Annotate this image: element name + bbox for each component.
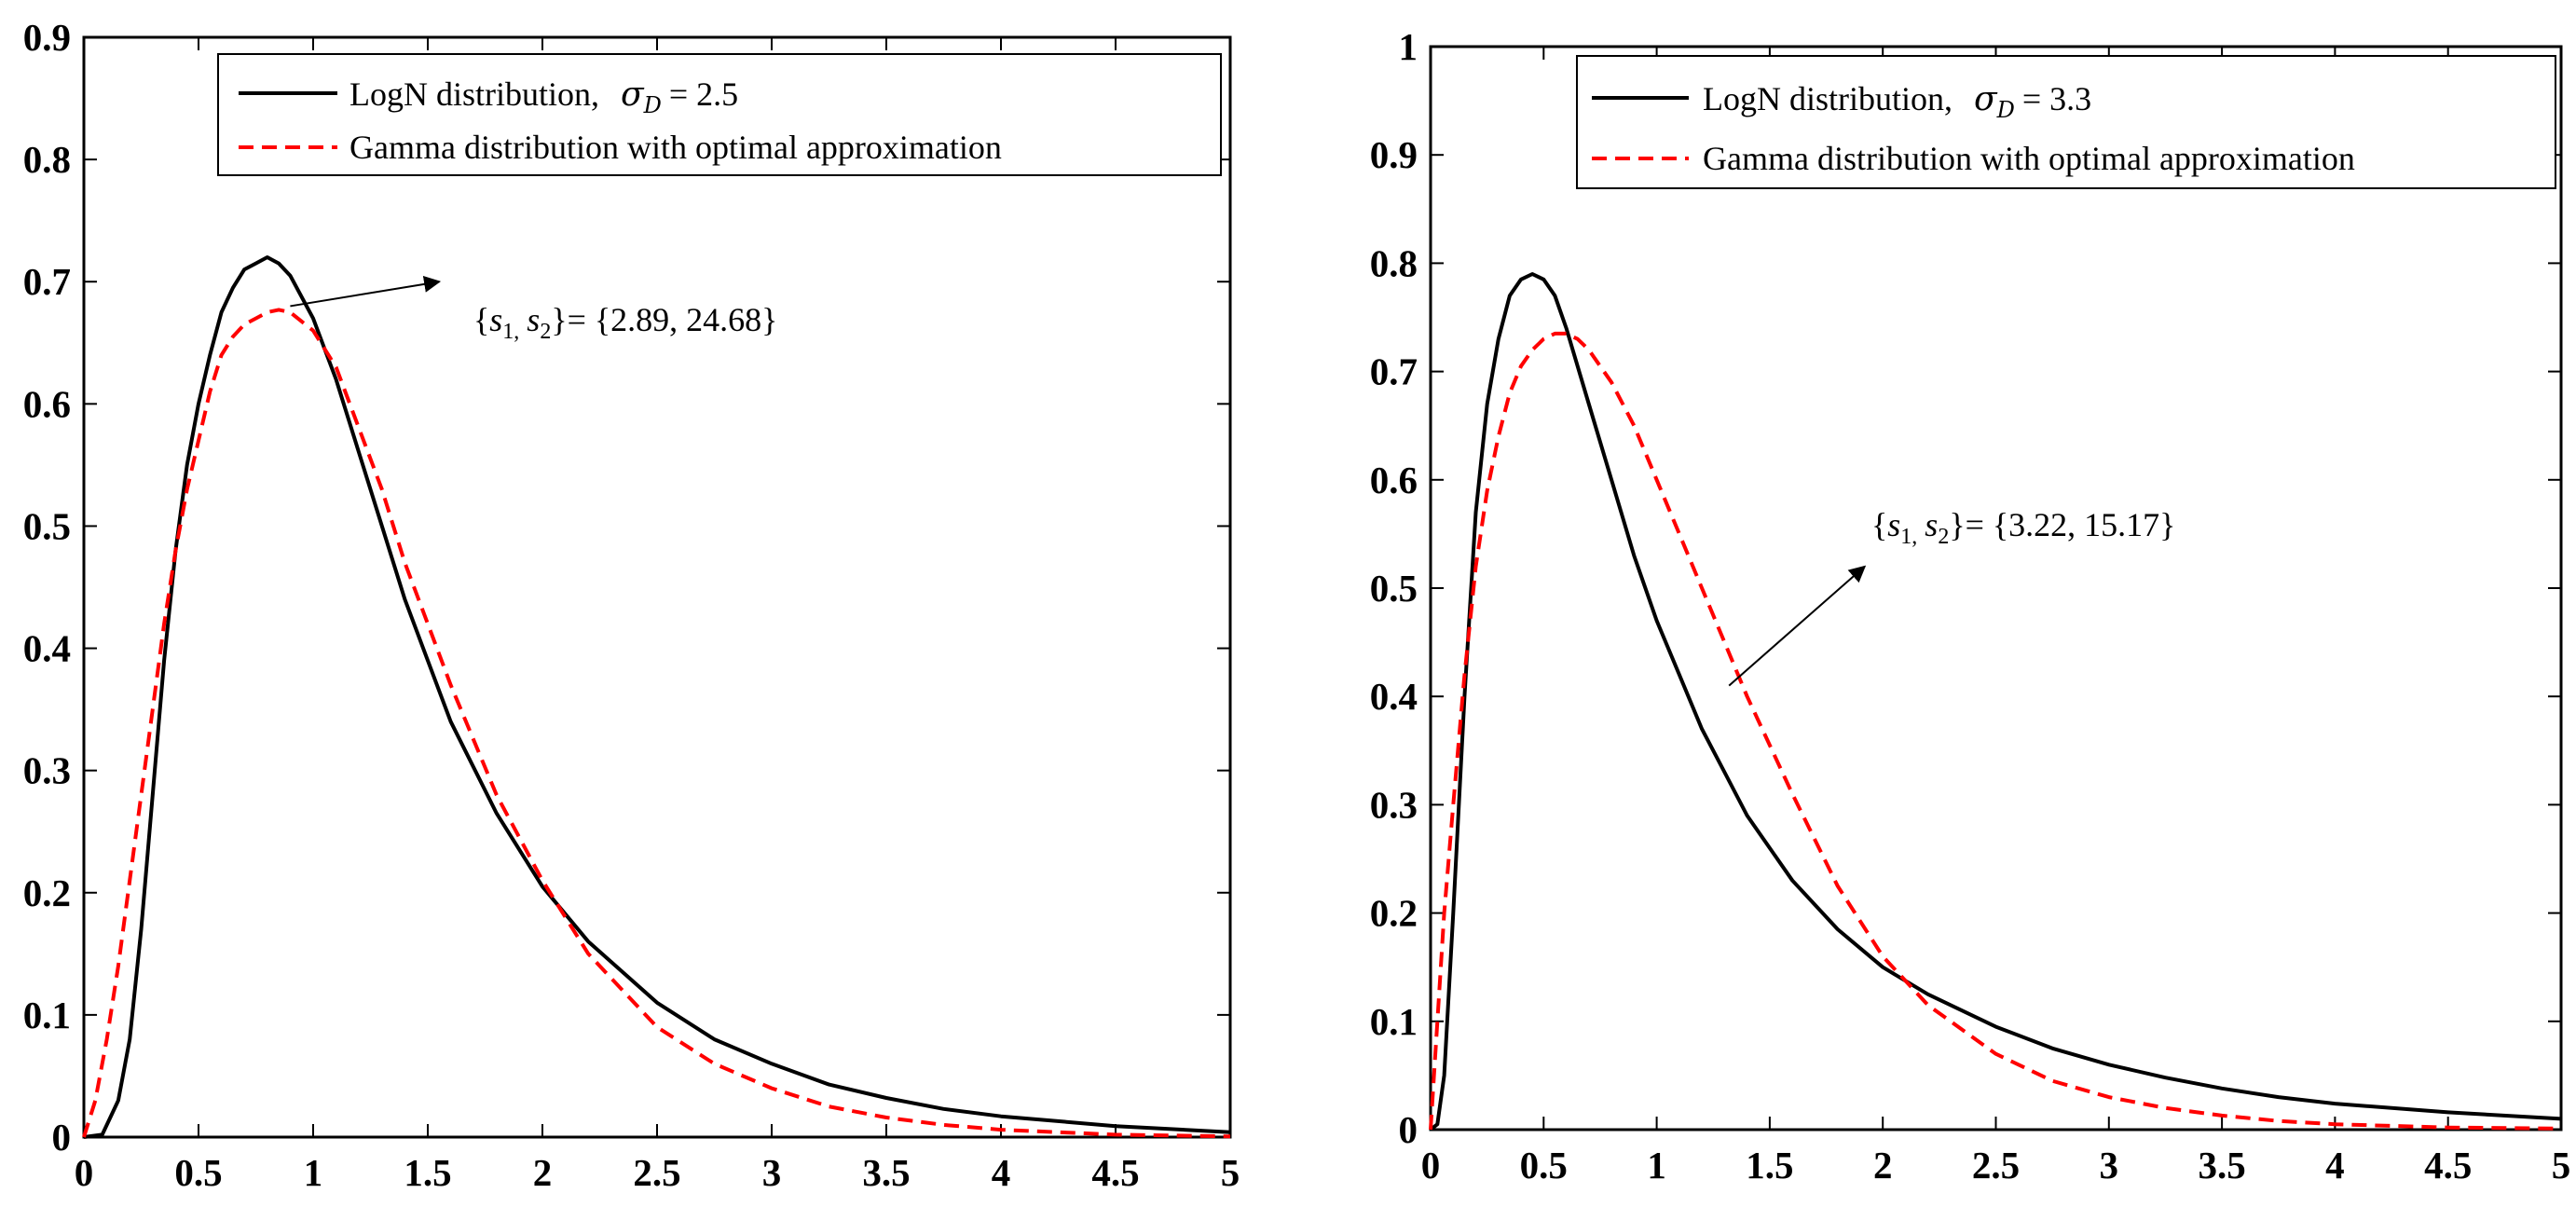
left-legend-sigma-symbol: σ: [621, 75, 645, 114]
right-y-tick-label: 0.4: [1370, 675, 1418, 718]
left-legend-sigma-sub: D: [643, 92, 662, 118]
left-y-tick-label: 0.8: [23, 138, 71, 181]
right-logn-series-line: [1429, 272, 2562, 1132]
right-legend-logn-text: LogN distribution,: [1703, 80, 1953, 117]
right-chart: 0 0.1 0.2 0.3 0.4 0.5 0.6 0.7 0.8 0.9 1 0 0.5 1 1.5 2 2…: [1370, 25, 2571, 1186]
left-y-tick-label: 0.9: [23, 16, 71, 59]
right-x-axis-ticks: 0 0.5 1 1.5 2 2.5 3 3.5 4 4.5 5: [1421, 47, 2571, 1186]
left-legend: LogN distribution, σD = 2.5 Gamma distrib…: [217, 53, 1222, 176]
left-legend-logn-text: LogN distribution,: [349, 75, 599, 113]
left-x-tick-label: 3: [762, 1151, 782, 1194]
left-legend-gamma-label: Gamma distribution with optimal approxim…: [349, 129, 1002, 166]
right-x-tick-label: 3: [2100, 1144, 2119, 1186]
left-x-tick-label: 3.5: [862, 1151, 910, 1194]
left-x-tick-label: 4.5: [1091, 1151, 1139, 1194]
right-x-tick-label: 2.5: [1972, 1144, 2020, 1186]
right-annotation-text: {s1, s2}= {3.22, 15.17}: [1871, 506, 2175, 549]
left-y-tick-label: 0.4: [23, 627, 71, 670]
left-gamma-series-line: [82, 308, 1231, 1139]
right-x-tick-label: 0: [1421, 1144, 1441, 1186]
left-x-tick-label: 1.5: [404, 1151, 451, 1194]
right-x-tick-label: 4.5: [2424, 1144, 2472, 1186]
left-chart: 0 0.1 0.2 0.3 0.4 0.5 0.6 0.7 0.8 0.9 0 0.5 1 1.5 2 2.…: [23, 16, 1240, 1194]
left-y-tick-label: 0.5: [23, 504, 71, 547]
left-x-tick-label: 5: [1221, 1151, 1240, 1194]
right-y-tick-label: 0: [1399, 1108, 1418, 1151]
left-x-tick-label: 1: [304, 1151, 323, 1194]
left-plot-frame: [82, 35, 1232, 1139]
right-y-axis-ticks: 0 0.1 0.2 0.3 0.4 0.5 0.6 0.7 0.8 0.9 1: [1370, 25, 2561, 1151]
right-x-tick-label: 5: [2552, 1144, 2571, 1186]
right-series-group: [1429, 272, 2562, 1132]
right-legend: LogN distribution, σD = 3.3 Gamma distrib…: [1576, 55, 2556, 189]
right-x-tick-label: 1.5: [1746, 1144, 1793, 1186]
left-x-axis-ticks: 0 0.5 1 1.5 2 2.5 3 3.5 4 4.5 5: [75, 37, 1240, 1194]
right-legend-sigma-value: = 3.3: [2022, 80, 2091, 117]
right-plot-frame: [1429, 45, 2563, 1132]
right-y-tick-label: 0.3: [1370, 783, 1418, 826]
left-annotation-arrow: [290, 275, 442, 308]
left-y-axis-ticks: 0 0.1 0.2 0.3 0.4 0.5 0.6 0.7 0.8 0.9: [23, 16, 1230, 1159]
left-y-tick-label: 0.7: [23, 260, 71, 303]
left-x-tick-label: 0.5: [174, 1151, 222, 1194]
left-annotation-text: {s1, s2}= {2.89, 24.68}: [473, 301, 777, 344]
right-x-tick-label: 3.5: [2198, 1144, 2245, 1186]
left-x-tick-label: 0: [75, 1151, 94, 1194]
left-y-tick-label: 0.3: [23, 749, 71, 792]
right-legend-logn-label: LogN distribution, σD = 3.3: [1703, 80, 2091, 123]
right-legend-sigma-symbol: σ: [1974, 80, 1998, 118]
right-x-tick-label: 4: [2325, 1144, 2345, 1186]
left-annotation: {s1, s2}= {2.89, 24.68}: [290, 275, 777, 344]
left-series-group: [82, 255, 1231, 1139]
left-x-tick-label: 2: [533, 1151, 553, 1194]
right-legend-sigma-sub: D: [1996, 97, 2015, 123]
right-y-tick-label: 0.6: [1370, 459, 1418, 501]
right-x-tick-label: 2: [1873, 1144, 1893, 1186]
left-y-tick-label: 0.2: [23, 871, 71, 914]
left-y-tick-label: 0: [52, 1116, 72, 1159]
right-y-tick-label: 0.2: [1370, 892, 1418, 935]
right-y-tick-label: 0.7: [1370, 350, 1418, 393]
right-y-tick-label: 1: [1399, 25, 1418, 68]
right-y-tick-label: 0.5: [1370, 567, 1418, 610]
left-legend-logn-label: LogN distribution, σD = 2.5: [349, 75, 738, 118]
right-y-tick-label: 0.1: [1370, 1000, 1418, 1043]
left-logn-series-line: [83, 255, 1231, 1139]
right-x-tick-label: 0.5: [1520, 1144, 1568, 1186]
left-x-tick-label: 2.5: [633, 1151, 680, 1194]
left-legend-box: [217, 53, 1222, 176]
right-annotation: {s1, s2}= {3.22, 15.17}: [1728, 506, 2175, 687]
right-y-tick-label: 0.8: [1370, 241, 1418, 284]
right-x-tick-label: 1: [1647, 1144, 1666, 1186]
right-gamma-series-line: [1429, 331, 2562, 1131]
right-legend-gamma-label: Gamma distribution with optimal approxim…: [1703, 140, 2355, 177]
left-y-tick-label: 0.1: [23, 994, 71, 1036]
left-x-tick-label: 4: [992, 1151, 1011, 1194]
left-legend-sigma-value: = 2.5: [669, 75, 738, 113]
right-annotation-arrow: [1728, 565, 1867, 687]
right-legend-box: [1576, 55, 2556, 189]
left-y-tick-label: 0.6: [23, 382, 71, 425]
right-y-tick-label: 0.9: [1370, 133, 1418, 176]
